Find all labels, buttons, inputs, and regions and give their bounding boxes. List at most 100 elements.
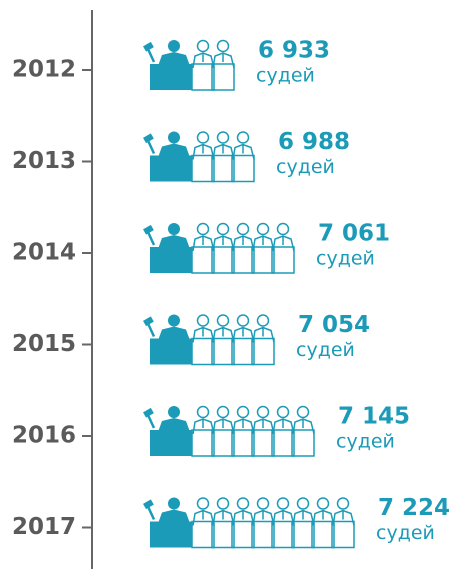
judge-desk — [231, 337, 255, 366]
judge-body — [292, 418, 315, 435]
judge-body — [158, 52, 190, 66]
judge-body — [192, 509, 215, 526]
judge-desk — [211, 520, 235, 549]
judge-head — [336, 497, 350, 510]
judge-body — [232, 235, 255, 252]
judge-head — [168, 314, 180, 327]
year-label: 2014 — [12, 240, 76, 266]
judge-body — [192, 143, 215, 160]
judge-head — [236, 131, 250, 144]
value-label: 7 145 — [338, 404, 410, 430]
judge-desk — [211, 429, 235, 457]
judge-body — [192, 418, 215, 435]
judge-head — [216, 131, 230, 144]
judge-desk — [211, 337, 235, 366]
judge-head — [168, 406, 180, 418]
judge-head — [276, 497, 290, 510]
judge-body — [212, 52, 235, 69]
judge-head — [236, 314, 250, 327]
judge-group — [143, 39, 235, 91]
judge-head — [196, 222, 210, 236]
judge-desk — [150, 64, 192, 90]
judge-head — [216, 39, 230, 53]
judge-head — [296, 497, 310, 510]
judge-group — [143, 405, 315, 457]
value-label: 6 933 — [258, 38, 330, 64]
judge-head — [236, 405, 250, 419]
judge-desk — [191, 429, 215, 457]
judge-head — [236, 222, 250, 236]
judge-head — [216, 405, 230, 419]
year-label: 2016 — [12, 423, 76, 449]
judge-head — [256, 497, 270, 510]
gavel-handle — [146, 139, 156, 155]
judge-desk — [331, 520, 355, 549]
judge-group — [143, 497, 355, 549]
year-label: 2015 — [12, 331, 76, 357]
judge-head — [168, 223, 180, 235]
unit-label: судей — [376, 522, 435, 544]
judge-desk — [251, 429, 275, 457]
judge-body — [312, 509, 335, 526]
unit-label: судей — [336, 431, 395, 453]
judge-body — [252, 235, 275, 252]
judge-head — [276, 405, 290, 419]
judge-body — [232, 326, 255, 343]
year-label: 2012 — [12, 57, 76, 83]
gavel-handle — [146, 322, 156, 338]
gavel-handle — [146, 48, 156, 63]
judge-body — [212, 235, 235, 252]
judge-body — [158, 509, 190, 524]
judge-head — [196, 39, 210, 53]
gavel-handle — [146, 505, 156, 521]
judge-head — [216, 222, 230, 236]
unit-label: судей — [296, 339, 355, 361]
judge-head — [196, 131, 210, 144]
judge-head — [316, 497, 330, 510]
judge-desk — [211, 246, 235, 274]
judge-desk — [211, 63, 235, 91]
judge-desk — [231, 154, 255, 183]
judge-desk — [251, 337, 275, 366]
judge-body — [212, 143, 235, 160]
judge-body — [252, 418, 275, 435]
judge-body — [272, 418, 295, 435]
gavel — [143, 133, 154, 144]
judge-desk — [211, 154, 235, 183]
judge-body — [212, 326, 235, 343]
value-label: 6 988 — [278, 129, 350, 155]
judge-desk — [150, 247, 192, 273]
judge-body — [292, 509, 315, 526]
judge-desk — [291, 520, 315, 549]
judge-head — [196, 314, 210, 327]
judge-body — [272, 235, 295, 252]
judge-desk — [271, 429, 295, 457]
judge-desk — [231, 429, 255, 457]
judge-head — [276, 222, 290, 236]
judge-desk — [251, 520, 275, 549]
judge-body — [332, 509, 355, 526]
judge-desk — [191, 337, 215, 366]
judge-desk — [150, 430, 192, 456]
gavel — [143, 407, 154, 418]
judge-head — [256, 314, 270, 327]
judge-head — [256, 405, 270, 419]
judge-body — [212, 418, 235, 435]
judge-head — [196, 405, 210, 419]
judge-head — [168, 40, 180, 52]
gavel-handle — [146, 414, 156, 429]
year-label: 2013 — [12, 148, 76, 174]
judge-desk — [311, 520, 335, 549]
judge-desk — [251, 246, 275, 274]
judge-desk — [231, 520, 255, 549]
gavel — [143, 41, 154, 52]
unit-label: судей — [276, 156, 335, 178]
judge-desk — [191, 63, 215, 91]
judge-desk — [191, 154, 215, 183]
judge-body — [252, 326, 275, 343]
judge-body — [232, 418, 255, 435]
judge-desk — [271, 246, 295, 274]
judge-head — [216, 314, 230, 327]
judge-desk — [291, 429, 315, 457]
